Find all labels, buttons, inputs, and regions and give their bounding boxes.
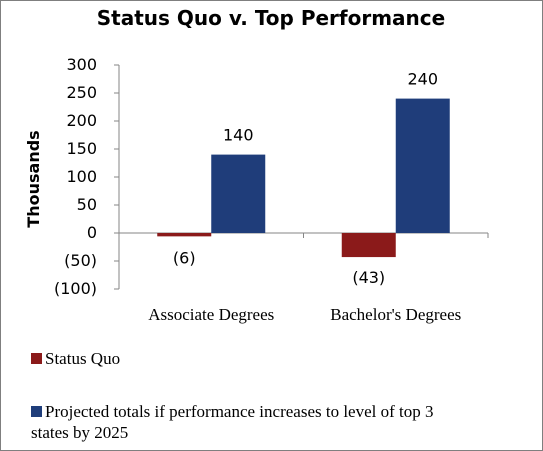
bar-projected — [211, 154, 266, 233]
plot-area: 300 250 200 150 100 50 0 (50) (100) (6) (43) 140 240… — [54, 55, 489, 324]
y-tick-label: (50) — [64, 251, 97, 270]
y-tick-label: 50 — [77, 195, 97, 214]
data-label: (6) — [173, 248, 196, 267]
bar-status-quo — [341, 233, 396, 258]
legend-swatch-projected — [31, 406, 42, 417]
legend: Status Quo Projected totals if performanc… — [31, 349, 434, 442]
x-category-label: Bachelor's Degrees — [330, 305, 461, 324]
legend-label-projected: Projected totals if performance increase… — [31, 402, 434, 442]
y-tick-label: 150 — [66, 139, 97, 158]
y-tick-label: 250 — [66, 83, 97, 102]
legend-swatch-status-quo — [31, 353, 42, 364]
y-tick-label: 200 — [66, 111, 97, 130]
y-tick-label: 0 — [87, 223, 97, 242]
data-label: 240 — [407, 70, 438, 89]
chart-title: Status Quo v. Top Performance — [97, 6, 445, 30]
y-tick-label: 300 — [66, 55, 97, 74]
y-axis-label: Thousands — [24, 130, 43, 227]
x-category-label: Associate Degrees — [148, 305, 274, 324]
data-label: 140 — [223, 126, 254, 145]
data-label: (43) — [352, 268, 385, 287]
legend-label-status-quo: Status Quo — [45, 349, 120, 368]
y-tick-label: 100 — [66, 167, 97, 186]
bar-projected — [395, 98, 450, 233]
y-tick-label: (100) — [54, 279, 97, 298]
bar-status-quo — [157, 233, 212, 237]
